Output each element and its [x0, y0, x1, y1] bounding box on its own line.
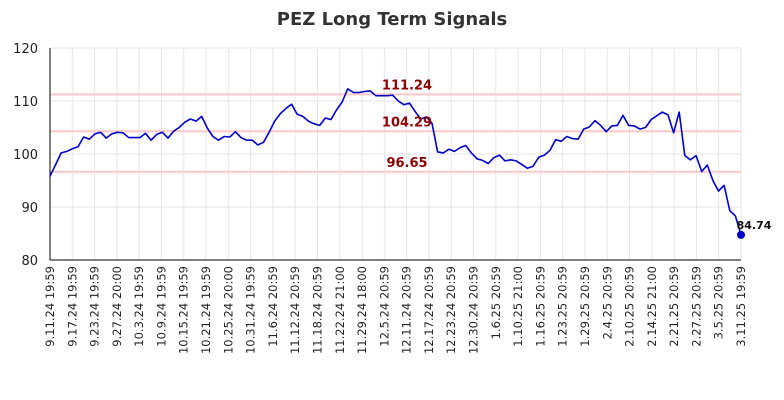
x-tick-label: 2.10.25 20:59 — [623, 266, 637, 347]
x-tick-label: 1.6.25 20:59 — [489, 266, 503, 339]
x-tick-label: 10.31.24 19:59 — [244, 266, 258, 354]
x-tick-label: 9.23.24 19:59 — [88, 266, 102, 347]
x-tick-label: 9.11.24 19:59 — [43, 266, 57, 347]
series: 84.74 — [49, 88, 772, 239]
axes — [49, 48, 741, 261]
chart-title: PEZ Long Term Signals — [277, 9, 507, 30]
x-tick-label: 10.15.24 19:59 — [177, 266, 191, 354]
x-tick-label: 10.21.24 19:59 — [199, 266, 213, 354]
x-tick-label: 11.22.24 21:00 — [333, 266, 347, 354]
x-tick-label: 11.6.24 20:59 — [266, 266, 280, 347]
x-tick-label: 1.23.25 20:59 — [556, 266, 570, 347]
price-line — [49, 88, 742, 236]
x-tick-label: 9.27.24 20:00 — [110, 266, 124, 347]
x-tick-label: 12.11.24 20:59 — [400, 266, 414, 354]
last-point-marker — [737, 230, 745, 239]
x-tick-label: 9.17.24 19:59 — [65, 266, 79, 347]
x-tick-label: 11.29.24 18:00 — [355, 266, 369, 354]
x-tick-label: 1.16.25 20:59 — [533, 266, 547, 347]
x-tick-label: 11.18.24 20:59 — [310, 266, 324, 354]
y-tick-label: 90 — [21, 201, 38, 216]
x-tick-label: 10.3.24 19:59 — [132, 266, 146, 347]
last-value-label: 84.74 — [737, 219, 772, 232]
reference-label: 96.65 — [386, 156, 427, 171]
x-tick-label: 2.14.25 21:00 — [645, 266, 659, 347]
x-tick-label: 12.23.24 20:59 — [444, 266, 458, 354]
x-tick-label: 11.12.24 20:59 — [288, 266, 302, 354]
x-tick-label: 2.21.25 20:59 — [667, 266, 681, 347]
y-tick-label: 80 — [21, 254, 38, 269]
x-tick-label: 2.4.25 20:59 — [600, 266, 614, 339]
x-tick-label: 1.10.25 21:00 — [511, 266, 525, 347]
reference-label: 104.29 — [382, 115, 432, 130]
x-tick-label: 12.30.24 20:59 — [467, 266, 481, 354]
x-tick-label: 10.9.24 19:59 — [154, 266, 168, 347]
reference-labels: 111.24 104.29 96.65 — [382, 78, 432, 170]
x-tick-label: 12.17.24 20:59 — [422, 266, 436, 354]
x-tick-label: 3.11.25 19:59 — [734, 266, 748, 347]
x-tick-label: 1.29.25 20:59 — [578, 266, 592, 347]
x-tick-label: 10.25.24 20:00 — [221, 266, 235, 354]
y-tick-labels: 80 90 100 110 120 — [13, 42, 38, 269]
y-tick-label: 110 — [13, 95, 38, 110]
y-tick-label: 100 — [13, 148, 38, 163]
reference-label: 111.24 — [382, 78, 432, 93]
x-tick-label: 2.27.25 20:59 — [689, 266, 703, 347]
x-tick-label: 12.5.24 20:59 — [377, 266, 391, 347]
reference-lines — [50, 93, 741, 173]
grid — [49, 47, 742, 260]
x-tick-label: 3.5.25 20:59 — [712, 266, 726, 339]
y-tick-label: 120 — [13, 42, 38, 57]
x-tick-labels: 9.11.24 19:59 9.17.24 19:59 9.23.24 19:59 9… — [43, 266, 748, 354]
